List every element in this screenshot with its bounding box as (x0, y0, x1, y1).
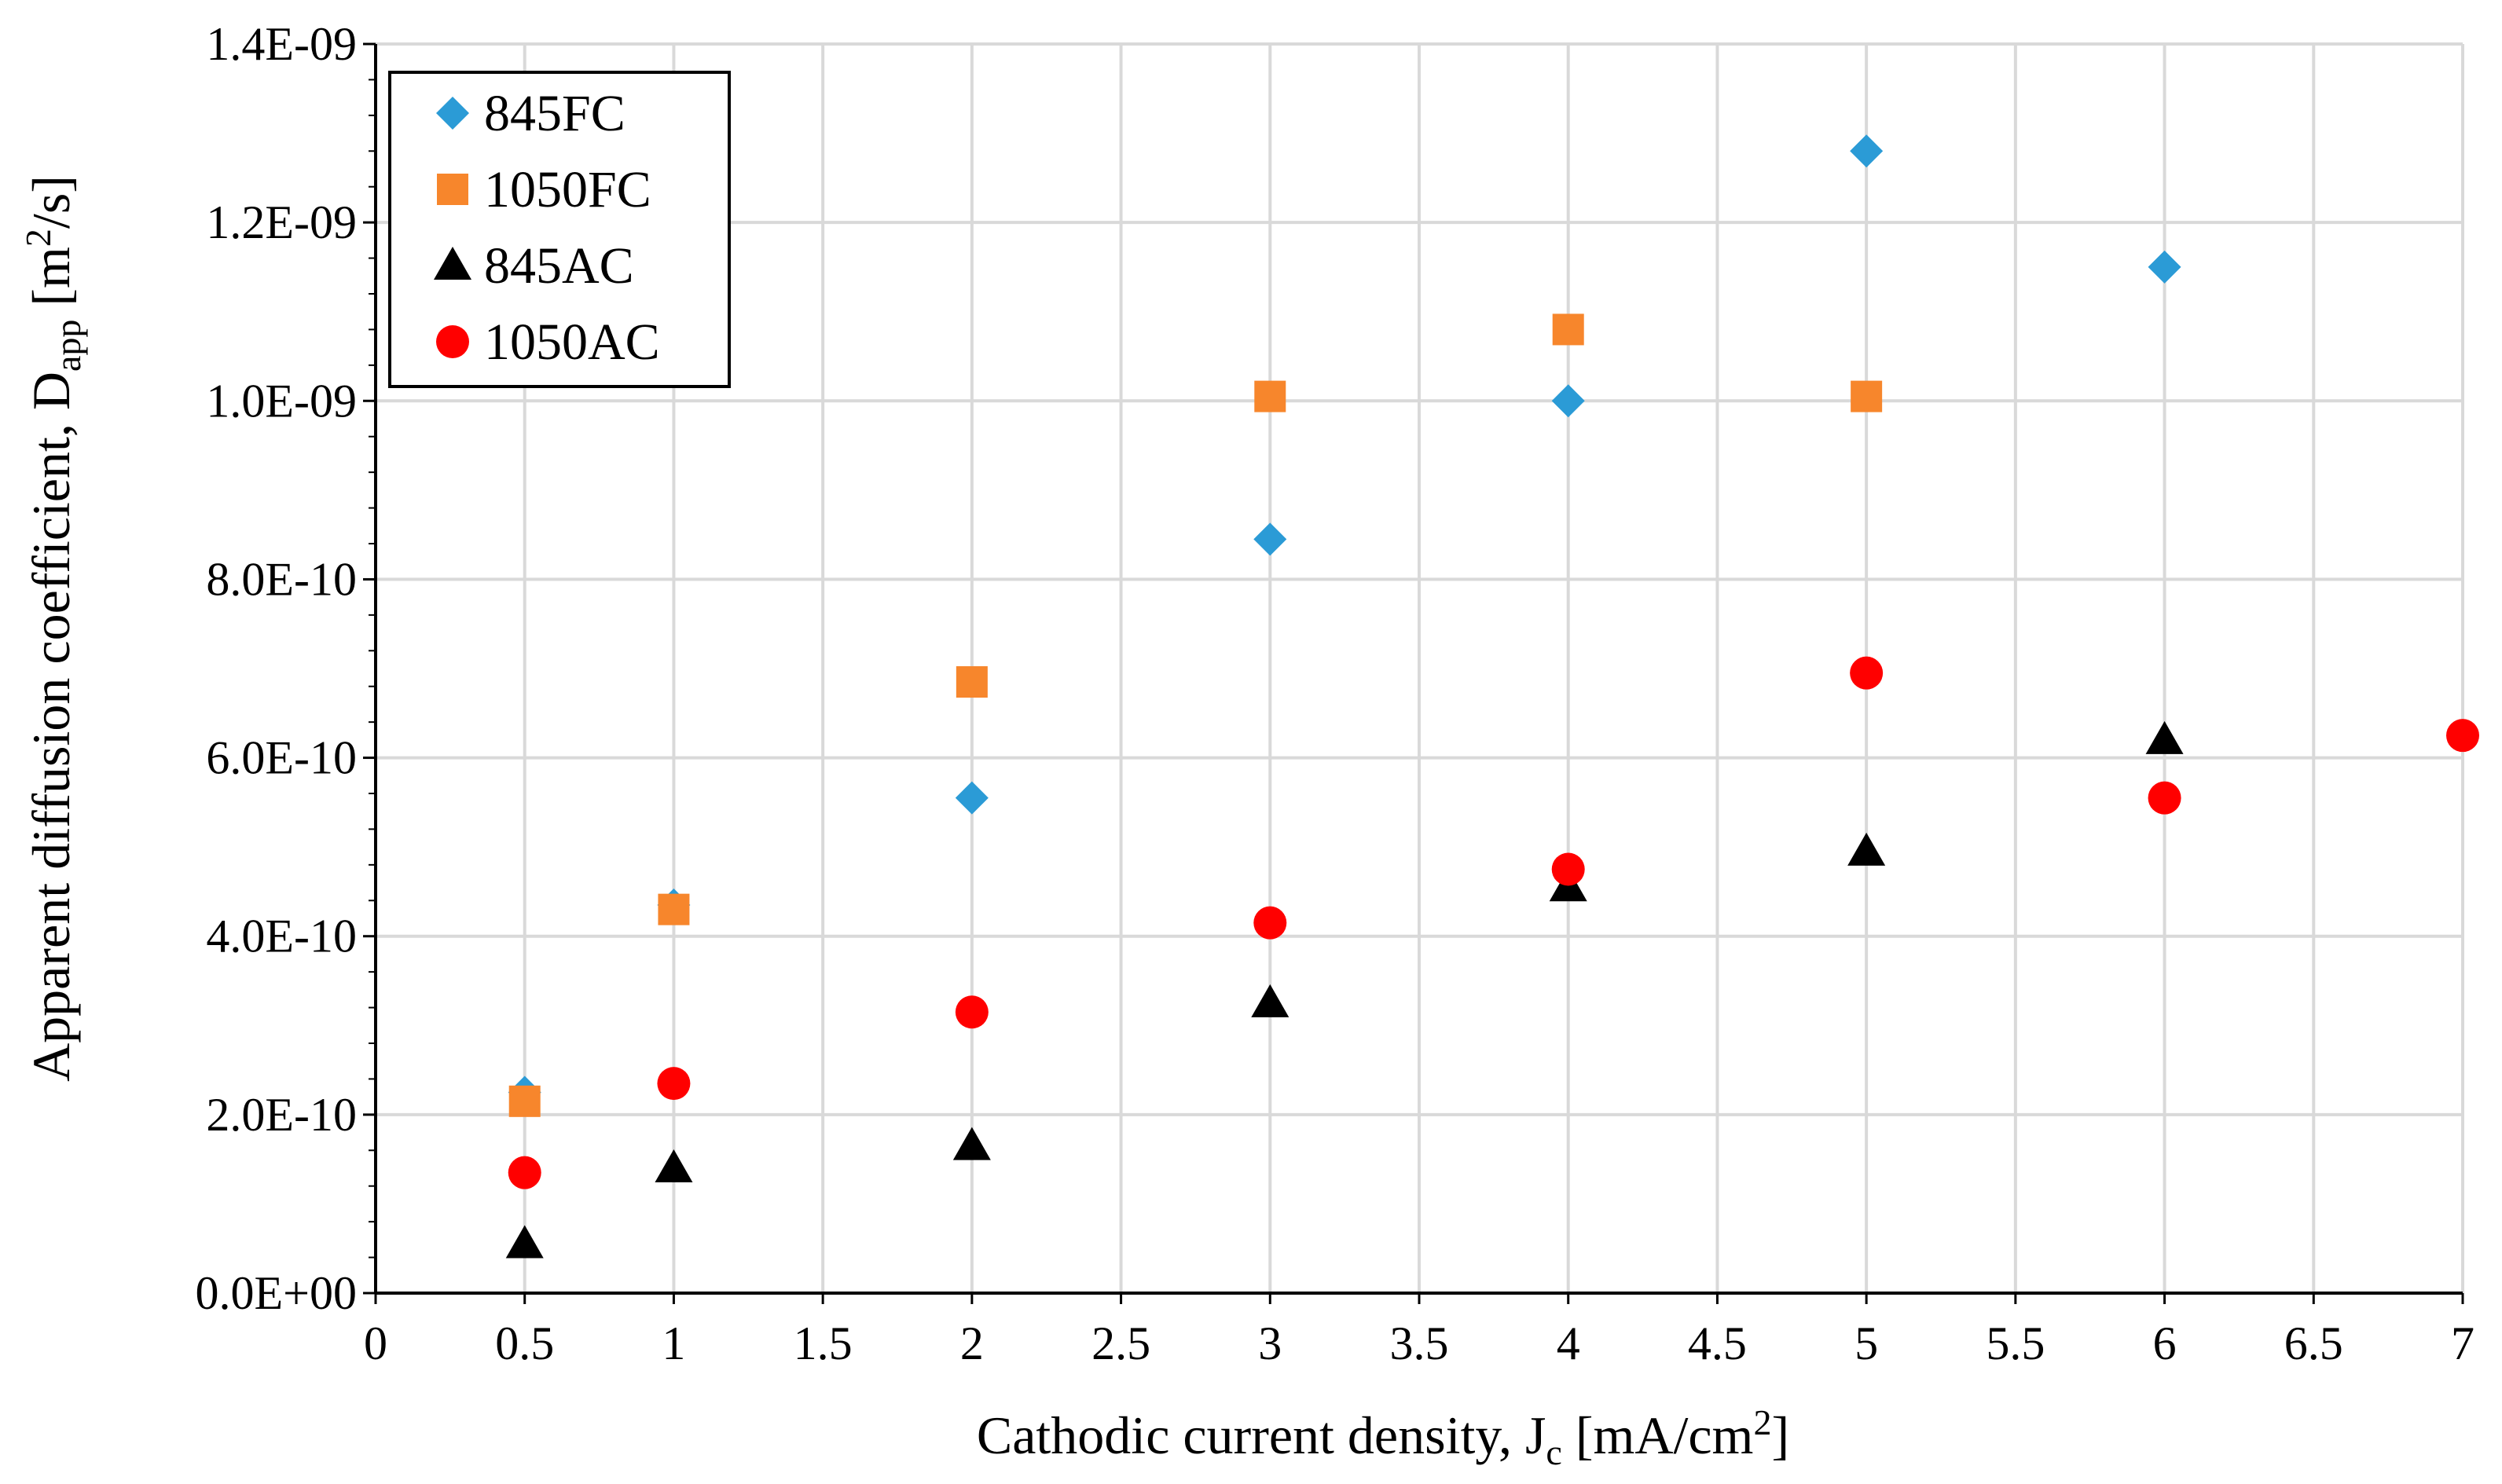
data-point (2148, 781, 2181, 815)
legend-label: 1050FC (484, 161, 651, 218)
y-tick-label: 1.0E-09 (206, 375, 357, 427)
x-tick-label: 3 (1258, 1317, 1282, 1369)
data-point (2145, 720, 2184, 754)
data-point (1251, 984, 1290, 1017)
x-tick-label: 4 (1557, 1317, 1580, 1369)
x-tick-label: 0 (364, 1317, 387, 1369)
x-tick-label: 7 (2451, 1317, 2474, 1369)
data-point (952, 1127, 991, 1160)
data-point (1254, 380, 1286, 412)
legend: 845FC 1050FC 845AC 1050AC (388, 71, 731, 388)
data-point (508, 1156, 541, 1189)
data-point (1552, 313, 1584, 346)
data-point (1551, 852, 1585, 886)
x-tick-label: 3.5 (1390, 1317, 1449, 1369)
x-tick-label: 6.5 (2284, 1317, 2343, 1369)
x-axis-title-unit-superscript: 2 (1753, 1402, 1771, 1442)
x-tick-label: 2 (960, 1317, 984, 1369)
data-point (1551, 384, 1585, 418)
legend-label: 1050AC (484, 313, 660, 371)
data-point (505, 1225, 544, 1259)
data-point (1847, 832, 1886, 866)
y-tick-label: 1.2E-09 (206, 196, 357, 248)
x-tick-label: 1.5 (794, 1317, 853, 1369)
data-point (2148, 250, 2181, 284)
y-tick-label: 2.0E-10 (206, 1089, 357, 1141)
data-point (1850, 134, 1884, 168)
x-tick-label: 0.5 (495, 1317, 554, 1369)
x-axis-title: Cathodic current density, Jc [mA/cm2] (977, 1402, 1789, 1472)
data-point (2446, 719, 2479, 753)
y-tick-label: 1.4E-09 (206, 18, 357, 70)
y-tick-label: 6.0E-10 (206, 732, 357, 784)
y-axis-title-unit: [m (21, 247, 81, 320)
x-axis-title-subscript: c (1546, 1432, 1561, 1472)
x-tick-label: 1 (662, 1317, 685, 1369)
x-tick-label: 2.5 (1091, 1317, 1150, 1369)
y-axis-title-main: Apparent diffusion coefficient, D (21, 372, 81, 1082)
data-point (658, 893, 690, 925)
data-point (956, 666, 988, 698)
legend-items: 845FC 1050FC 845AC 1050AC (434, 85, 660, 371)
y-tick-label: 4.0E-10 (206, 911, 357, 962)
data-point (1253, 522, 1287, 556)
y-tick-label: 8.0E-10 (206, 553, 357, 605)
data-point (1850, 656, 1884, 690)
legend-label: 845FC (484, 85, 626, 142)
x-tick-label: 6 (2153, 1317, 2177, 1369)
y-axis-title-subscript: app (48, 320, 88, 372)
data-point (508, 1085, 541, 1117)
y-axis-title: Apparent diffusion coefficient, Dapp [m2… (18, 175, 88, 1082)
data-point (1851, 380, 1883, 412)
legend-marker (437, 174, 468, 205)
x-axis-title-main: Cathodic current density, J (977, 1405, 1546, 1465)
x-tick-label: 5.5 (1986, 1317, 2045, 1369)
y-axis-title-unit-superscript: 2 (18, 229, 58, 247)
data-point (1253, 906, 1287, 940)
legend-label: 845AC (484, 237, 634, 295)
data-points (505, 134, 2479, 1259)
x-tick-label: 5 (1854, 1317, 1878, 1369)
legend-marker (436, 97, 469, 130)
data-point (655, 1149, 693, 1182)
data-point (955, 781, 989, 815)
legend-marker (434, 247, 471, 280)
y-axis-ticks: 0.0E+00 2.0E-10 4.0E-10 6.0E-10 8.0E-10 1.0E-… (196, 18, 376, 1319)
data-point (657, 1067, 691, 1101)
x-axis-ticks: 0 0.5 1 1.5 2 2.5 3 3.5 4 4.5 5 5.5 6 6.5 7 (364, 1293, 2474, 1369)
y-tick-label: 0.0E+00 (196, 1267, 358, 1319)
legend-marker (436, 325, 469, 358)
data-point (955, 995, 989, 1029)
x-tick-label: 4.5 (1688, 1317, 1747, 1369)
x-axis-title-unit: [mA/cm (1562, 1405, 1754, 1465)
x-axis-title-unit-end: ] (1771, 1405, 1789, 1465)
y-axis-title-unit-end: /s] (21, 175, 81, 229)
